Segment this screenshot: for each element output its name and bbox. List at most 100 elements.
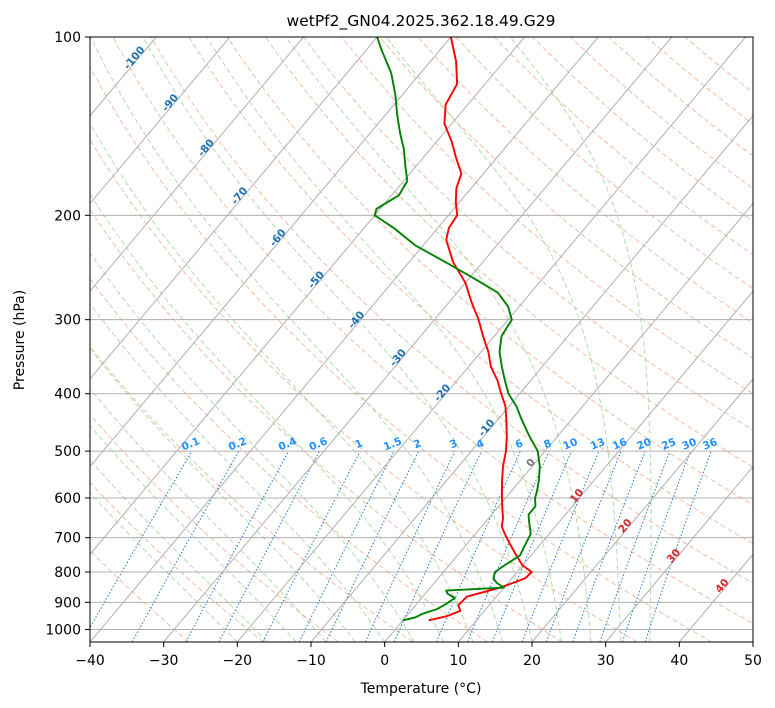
moist-adiabat xyxy=(206,37,562,642)
mixing-ratio-line xyxy=(521,450,600,642)
background-lines xyxy=(0,37,753,642)
isotherm xyxy=(605,465,753,642)
dry-adiabat xyxy=(188,37,753,545)
mixing-ratio-label: 6 xyxy=(514,437,525,451)
moist-adiabat xyxy=(90,491,238,642)
y-tick-label: 100 xyxy=(54,30,81,46)
y-tick-label: 900 xyxy=(54,595,81,611)
x-tick-label: 0 xyxy=(380,653,389,669)
x-tick-label: −10 xyxy=(296,653,326,669)
dry-adiabat xyxy=(455,37,753,290)
mixing-ratio-line xyxy=(644,450,712,642)
x-tick-label: 10 xyxy=(449,653,467,669)
profile-line xyxy=(428,37,533,622)
moist-adiabat xyxy=(90,122,474,642)
dry-adiabat xyxy=(226,37,753,506)
mixing-ratio-line xyxy=(218,450,320,642)
dry-adiabat xyxy=(379,37,753,359)
mixing-ratio-label: 4 xyxy=(475,437,486,451)
y-axis: 1000 900 800 700 600 500 400 300 200 100 xyxy=(45,30,90,638)
isotherm xyxy=(163,37,673,642)
y-tick-label: 700 xyxy=(54,531,81,547)
plot-frame xyxy=(89,36,754,643)
moist-adiabat xyxy=(509,37,652,642)
mixing-ratio-label: 8 xyxy=(542,437,553,451)
mixing-ratio-line xyxy=(599,450,671,642)
isotherm xyxy=(236,37,746,642)
moist-adiabat xyxy=(90,193,445,642)
profile-line xyxy=(373,37,541,622)
isotherm xyxy=(457,290,753,642)
y-axis-label: Pressure (hPa) xyxy=(12,290,28,390)
mixing-ratio-label: 13 xyxy=(589,436,607,453)
y-tick-label: 600 xyxy=(54,491,81,507)
y-tick-label: 500 xyxy=(54,444,81,460)
isobars xyxy=(90,37,753,630)
mixing-ratio-label: 2 xyxy=(412,437,423,451)
mixing-ratio-line xyxy=(621,450,691,642)
moist-adiabat xyxy=(385,37,621,642)
dry-adiabat xyxy=(341,37,753,395)
mixing-ratio-line xyxy=(435,450,521,642)
x-tick-label: −20 xyxy=(223,653,253,669)
mixing-ratio-label: 25 xyxy=(660,436,678,453)
mixing-ratio-label: 20 xyxy=(635,436,653,453)
moist-adiabat xyxy=(90,459,268,642)
y-tick-label: 300 xyxy=(54,313,81,329)
mixing-ratio-label: 30 xyxy=(680,436,698,453)
mixing-ratio-lines xyxy=(90,450,712,642)
mixing-ratio-line xyxy=(467,450,550,642)
dry-adiabat xyxy=(90,208,563,642)
moist-adiabat xyxy=(90,252,415,642)
dry-adiabat xyxy=(150,37,753,584)
isotherm xyxy=(90,37,452,468)
x-axis-label: Temperature (°C) xyxy=(360,681,482,697)
isotherm xyxy=(90,37,378,380)
mixing-ratio-line xyxy=(545,450,622,642)
mixing-ratio-label: 16 xyxy=(611,436,629,453)
isotherm xyxy=(90,37,599,642)
x-tick-label: 40 xyxy=(670,653,688,669)
x-axis: −40 −30 −20 −10 0 10 20 30 40 50 xyxy=(75,642,762,669)
dry-adiabat xyxy=(90,481,264,642)
moist-adiabat xyxy=(90,37,503,642)
x-tick-label: 50 xyxy=(744,653,762,669)
y-tick-label: 400 xyxy=(54,387,81,403)
profiles xyxy=(373,37,541,622)
x-tick-label: 20 xyxy=(523,653,541,669)
x-tick-label: −30 xyxy=(149,653,179,669)
mixing-ratio-line xyxy=(364,450,456,642)
mixing-ratio-label: 36 xyxy=(701,436,719,453)
isotherm xyxy=(90,37,525,556)
dry-adiabat xyxy=(90,65,712,642)
isotherm xyxy=(310,115,753,642)
mixing-ratio-label: 10 xyxy=(561,436,579,453)
x-tick-label: 30 xyxy=(597,653,615,669)
mixing-ratio-line xyxy=(185,450,290,642)
mixing-ratio-label: 1 xyxy=(353,437,364,451)
isotherm xyxy=(90,37,304,292)
moist-adiabats xyxy=(90,37,652,642)
mixing-ratio-line xyxy=(298,450,395,642)
dry-adiabats xyxy=(90,37,753,642)
moist-adiabat xyxy=(90,387,327,642)
x-tick-label: −40 xyxy=(75,653,105,669)
dry-adiabat xyxy=(90,138,638,642)
moist-adiabat xyxy=(90,302,386,642)
isotherm xyxy=(0,37,9,642)
mixing-ratio-line xyxy=(262,450,361,642)
mixing-ratio-line xyxy=(572,450,646,642)
plot-background xyxy=(90,37,753,642)
moist-adiabat xyxy=(142,37,533,642)
moist-adiabat xyxy=(90,347,356,642)
moist-adiabat xyxy=(285,37,592,642)
isotherm xyxy=(531,378,753,642)
y-tick-label: 800 xyxy=(54,565,81,581)
y-tick-label: 200 xyxy=(54,208,81,224)
dry-adiabat xyxy=(264,37,753,468)
moist-adiabat xyxy=(90,424,297,642)
isotherm xyxy=(90,37,231,205)
isotherm xyxy=(384,202,753,642)
isotherm xyxy=(752,641,753,642)
